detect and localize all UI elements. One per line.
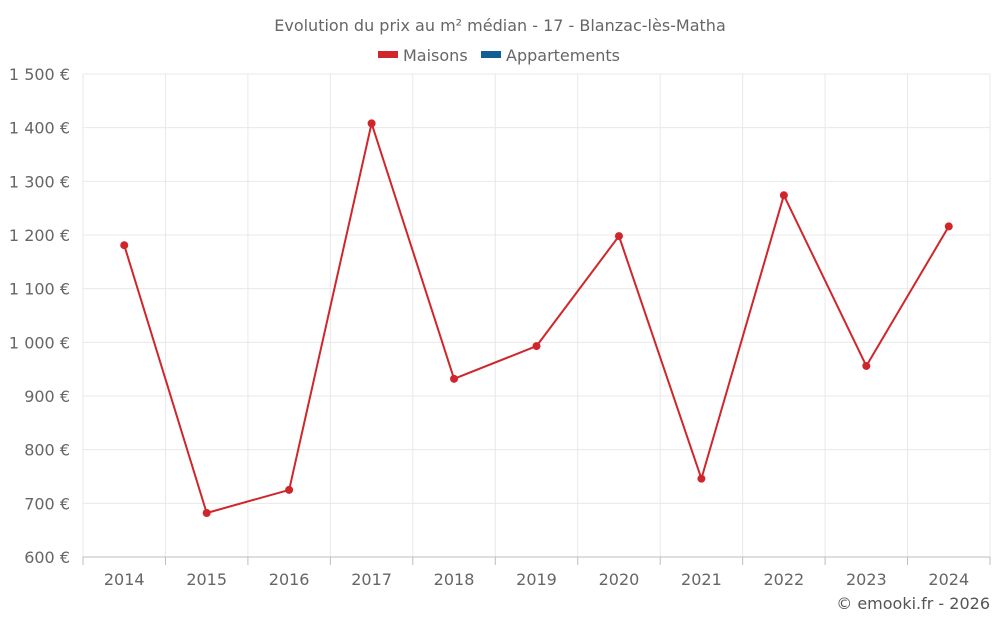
data-point-maisons[interactable] (202, 508, 211, 517)
x-tick-label: 2019 (516, 570, 557, 589)
data-point-maisons[interactable] (450, 374, 459, 383)
legend-item-appartements[interactable]: Appartements (481, 46, 620, 65)
x-tick-label: 2021 (681, 570, 722, 589)
y-tick-label: 900 € (24, 387, 70, 406)
x-tick-label: 2016 (269, 570, 310, 589)
y-tick-label: 1 500 € (9, 65, 70, 84)
grid (82, 73, 991, 557)
data-point-maisons[interactable] (614, 232, 623, 241)
y-tick-label: 1 100 € (9, 280, 70, 299)
legend-item-maisons[interactable]: Maisons (378, 46, 468, 65)
legend-swatch-appartements (481, 51, 501, 58)
x-axis-ticks: 2014 2015 2016 2017 2018 2019 2020 2021 2022 2023… (104, 570, 969, 589)
data-point-maisons[interactable] (779, 191, 788, 200)
legend-swatch-maisons (378, 51, 398, 58)
y-tick-label: 1 200 € (9, 226, 70, 245)
data-point-maisons[interactable] (862, 361, 871, 370)
data-point-maisons[interactable] (697, 474, 706, 483)
credit-text: © emooki.fr - 2026 (836, 594, 990, 613)
x-tick-label: 2014 (104, 570, 145, 589)
series-maisons (120, 119, 953, 517)
chart-title: Evolution du prix au m² médian - 17 - Bl… (274, 16, 726, 35)
x-tick-label: 2020 (599, 570, 640, 589)
x-tick-label: 2023 (846, 570, 887, 589)
y-tick-label: 1 300 € (9, 172, 70, 191)
axes (82, 556, 991, 565)
x-tick-label: 2018 (434, 570, 475, 589)
x-tick-label: 2017 (351, 570, 392, 589)
x-tick-label: 2024 (928, 570, 969, 589)
data-point-maisons[interactable] (120, 241, 129, 250)
legend-label-appartements: Appartements (506, 46, 620, 65)
y-tick-label: 700 € (24, 494, 70, 513)
y-tick-label: 600 € (24, 548, 70, 567)
y-tick-label: 1 400 € (9, 119, 70, 138)
data-point-maisons[interactable] (532, 342, 541, 351)
y-tick-label: 1 000 € (9, 333, 70, 352)
data-point-maisons[interactable] (285, 485, 294, 494)
y-tick-label: 800 € (24, 441, 70, 460)
data-point-maisons[interactable] (944, 222, 953, 231)
legend: Maisons Appartements (378, 46, 620, 65)
x-tick-label: 2015 (186, 570, 227, 589)
legend-label-maisons: Maisons (403, 46, 468, 65)
y-axis-ticks: 600 € 700 € 800 € 900 € 1 000 € 1 100 € 1 200 … (9, 65, 70, 567)
data-point-maisons[interactable] (367, 119, 376, 128)
x-tick-label: 2022 (764, 570, 805, 589)
